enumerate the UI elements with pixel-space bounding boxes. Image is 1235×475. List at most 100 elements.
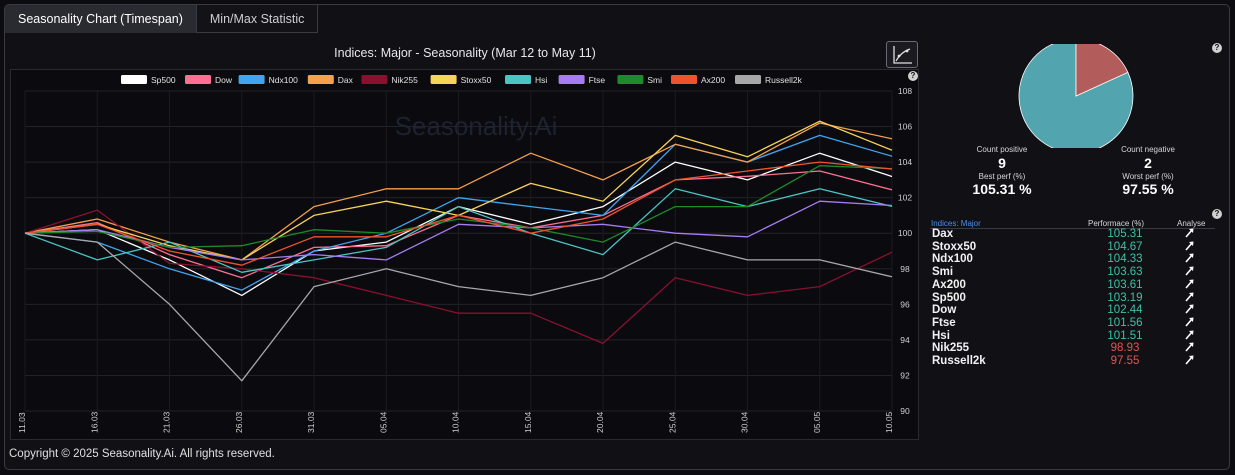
legend-item-ax200[interactable]: Ax200 [671, 75, 725, 85]
legend-item-ftse[interactable]: Ftse [558, 75, 606, 85]
table-header-indices: Indices: Major [931, 219, 981, 228]
chart-tool-button[interactable] [886, 41, 918, 68]
analyse-arrow-icon[interactable] [1185, 329, 1195, 341]
legend-label: Hsi [535, 75, 547, 85]
legend-item-russell2k[interactable]: Russell2k [735, 75, 803, 85]
series-line-nik255 [24, 209, 893, 345]
x-tick-label: 15.04 [523, 411, 533, 433]
row-performance-value: 105.31 [1107, 228, 1143, 240]
series-line-ax200 [24, 161, 893, 266]
table-row: Ax200 103.61 [930, 279, 1215, 292]
analyse-arrow-icon[interactable] [1185, 278, 1195, 290]
y-tick-label: 96 [900, 299, 910, 309]
legend-label: Dax [338, 75, 354, 85]
legend-item-dow[interactable]: Dow [185, 75, 233, 85]
row-performance-value: 101.56 [1107, 316, 1143, 329]
chart-legend: Sp500 Dow Ndx100 Dax Nik255 Stoxx50 Hsi Ftse Smi… [121, 75, 803, 85]
analyse-arrow-icon[interactable] [1185, 341, 1195, 353]
legend-item-sp500[interactable]: Sp500 [121, 75, 176, 85]
legend-item-smi[interactable]: Smi [617, 75, 662, 85]
analyse-arrow-icon[interactable] [1185, 291, 1195, 303]
row-performance-value: 103.61 [1107, 278, 1143, 291]
table-row: Stoxx50 104.67 [930, 241, 1215, 254]
count-positive-label: Count positive [976, 145, 1028, 154]
table-row: Smi 103.63 [930, 266, 1215, 279]
analyse-arrow-icon[interactable] [1185, 354, 1195, 366]
x-tick-label: 31.03 [306, 411, 316, 433]
analyse-arrow-icon[interactable] [1185, 303, 1195, 315]
legend-label: Ftse [589, 75, 606, 85]
legend-swatch [735, 75, 761, 84]
y-tick-label: 92 [900, 370, 910, 380]
chart-area: Sp500 Dow Ndx100 Dax Nik255 Stoxx50 Hsi Ftse Smi… [10, 69, 919, 440]
count-negative-label: Count negative [1121, 145, 1175, 154]
count-positive-value: 9 [998, 155, 1006, 171]
table-divider [930, 228, 1215, 229]
legend-item-dax[interactable]: Dax [307, 75, 354, 85]
legend-label: Dow [215, 75, 233, 85]
chart-help-icon[interactable]: ? [908, 71, 918, 81]
y-tick-label: 106 [898, 122, 912, 132]
tab-min-max-statistic[interactable]: Min/Max Statistic [196, 5, 319, 33]
legend-item-nik255[interactable]: Nik255 [361, 75, 418, 85]
row-index-name: Ftse [932, 316, 956, 329]
table-row: Ndx100 104.33 [930, 253, 1215, 266]
y-tick-label: 104 [898, 157, 912, 167]
chart-series-lines [24, 120, 893, 382]
y-tick-label: 90 [900, 406, 910, 416]
legend-swatch [361, 75, 388, 84]
y-tick-label: 102 [898, 193, 912, 203]
row-index-name: Smi [932, 266, 954, 279]
row-index-name: Hsi [932, 329, 950, 342]
legend-item-hsi[interactable]: Hsi [505, 75, 547, 85]
x-tick-label: 10.04 [451, 411, 461, 433]
legend-label: Sp500 [151, 75, 176, 85]
legend-label: Russell2k [765, 75, 803, 85]
legend-item-ndx100[interactable]: Ndx100 [238, 75, 299, 85]
y-axis-ticks: 90 92 94 96 98 100 102 104 106 108 [898, 86, 912, 416]
row-index-name: Russell2k [932, 355, 986, 367]
row-index-name: Stoxx50 [932, 240, 977, 253]
x-tick-label: 05.05 [812, 411, 822, 433]
legend-label: Stoxx50 [461, 75, 492, 85]
x-tick-label: 25.04 [667, 411, 677, 433]
best-perf-value: 105.31 % [972, 181, 1032, 197]
best-perf-label: Best perf (%) [978, 172, 1026, 181]
analyse-arrow-icon[interactable] [1185, 252, 1195, 264]
x-tick-label: 11.03 [17, 412, 27, 433]
table-help-icon[interactable]: ? [1212, 209, 1222, 219]
analyse-arrow-icon[interactable] [1185, 316, 1195, 328]
analyse-arrow-icon[interactable] [1185, 240, 1195, 252]
legend-swatch [430, 75, 457, 84]
row-index-name: Dow [932, 304, 957, 317]
analyse-arrow-icon[interactable] [1185, 265, 1195, 277]
table-row: Dow 102.44 [930, 304, 1215, 317]
row-performance-value: 103.19 [1107, 291, 1143, 304]
row-index-name: Ndx100 [932, 253, 973, 266]
x-tick-label: 16.03 [89, 411, 99, 433]
legend-swatch [505, 75, 531, 84]
tab-bar: Seasonality Chart (Timespan) Min/Max Sta… [5, 5, 319, 33]
x-tick-label: 26.03 [234, 411, 244, 433]
chart-scale-icon [893, 46, 912, 64]
x-tick-label: 20.04 [595, 411, 605, 433]
legend-label: Smi [647, 75, 662, 85]
y-tick-label: 98 [900, 264, 910, 274]
worst-perf-value: 97.55 % [1122, 181, 1174, 197]
table-row: Nik255 98.93 [930, 342, 1215, 355]
legend-swatch [558, 75, 585, 84]
pie-help-icon[interactable]: ? [1212, 43, 1222, 53]
row-index-name: Nik255 [932, 342, 970, 355]
legend-item-stoxx50[interactable]: Stoxx50 [430, 75, 492, 85]
x-tick-label: 30.04 [740, 411, 750, 433]
legend-label: Ax200 [701, 75, 725, 85]
y-tick-label: 108 [898, 86, 912, 96]
row-performance-value: 103.63 [1107, 266, 1143, 279]
chart-title: Indices: Major - Seasonality (Mar 12 to … [334, 46, 596, 60]
table-row: Dax 105.31 [930, 228, 1215, 241]
tab-seasonality-chart[interactable]: Seasonality Chart (Timespan) [5, 5, 197, 33]
row-performance-value: 98.93 [1110, 342, 1140, 355]
analyse-arrow-icon[interactable] [1185, 227, 1195, 239]
series-line-russell2k [24, 232, 893, 382]
